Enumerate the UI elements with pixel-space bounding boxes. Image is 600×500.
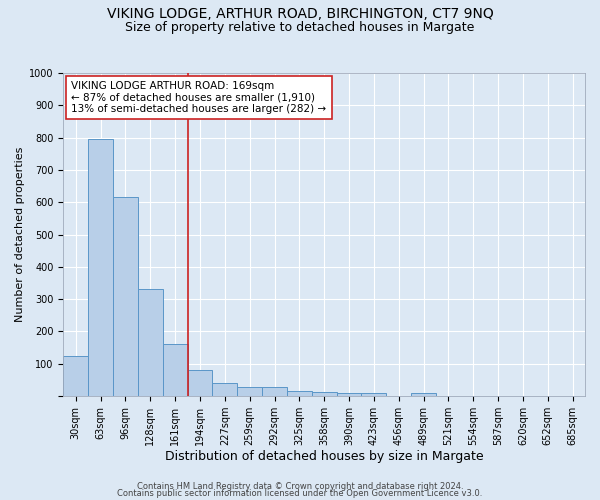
Bar (188, 370, 212, 396)
Bar (88, 139, 113, 396)
Bar (138, 290, 163, 396)
Bar (212, 383, 237, 396)
Text: VIKING LODGE, ARTHUR ROAD, BIRCHINGTON, CT7 9NQ: VIKING LODGE, ARTHUR ROAD, BIRCHINGTON, … (107, 8, 493, 22)
Bar (361, 393, 386, 396)
Text: Contains public sector information licensed under the Open Government Licence v3: Contains public sector information licen… (118, 490, 482, 498)
Text: VIKING LODGE ARTHUR ROAD: 169sqm
← 87% of detached houses are smaller (1,910)
13: VIKING LODGE ARTHUR ROAD: 169sqm ← 87% o… (71, 81, 326, 114)
Bar (262, 388, 287, 396)
Bar (64, 356, 88, 396)
Y-axis label: Number of detached properties: Number of detached properties (15, 147, 25, 322)
Bar (287, 390, 312, 396)
Bar (237, 387, 262, 396)
Bar (163, 344, 188, 396)
X-axis label: Distribution of detached houses by size in Margate: Distribution of detached houses by size … (165, 450, 484, 462)
Text: Size of property relative to detached houses in Margate: Size of property relative to detached ho… (125, 21, 475, 34)
Bar (312, 392, 337, 396)
Bar (337, 393, 361, 396)
Bar (113, 198, 138, 396)
Text: Contains HM Land Registry data © Crown copyright and database right 2024.: Contains HM Land Registry data © Crown c… (137, 482, 463, 491)
Bar (411, 393, 436, 396)
